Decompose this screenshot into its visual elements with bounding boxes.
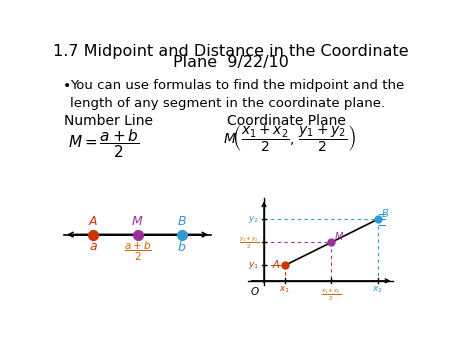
Text: $\frac{x_1+x_2}{2}$: $\frac{x_1+x_2}{2}$ [321,287,342,304]
Text: $M\!\left(\dfrac{x_1+x_2}{2},\,\dfrac{y_1+y_2}{2}\right)$: $M\!\left(\dfrac{x_1+x_2}{2},\,\dfrac{y_… [223,124,356,154]
Text: Number Line: Number Line [64,114,153,128]
Text: Plane  9/22/10: Plane 9/22/10 [173,55,288,70]
Text: $B$: $B$ [177,215,187,228]
Text: Coordinate Plane: Coordinate Plane [227,114,346,128]
Text: $M$: $M$ [131,215,144,228]
Text: •: • [63,79,71,93]
Text: $y_2$: $y_2$ [248,214,259,225]
Text: $x_2$: $x_2$ [373,285,383,295]
Text: $M$: $M$ [334,230,345,242]
Text: $A$: $A$ [272,258,280,270]
Text: $\frac{y_1+y_2}{2}$: $\frac{y_1+y_2}{2}$ [239,234,259,251]
Text: $O$: $O$ [250,285,260,297]
Text: $M = \dfrac{a+b}{2}$: $M = \dfrac{a+b}{2}$ [68,127,140,160]
Text: $a$: $a$ [89,240,98,253]
Text: $y_1$: $y_1$ [248,260,259,271]
Text: $x_1$: $x_1$ [279,285,290,295]
Text: $A$: $A$ [88,215,99,228]
Text: You can use formulas to find the midpoint and the
length of any segment in the c: You can use formulas to find the midpoin… [70,79,405,110]
Text: 1.7 Midpoint and Distance in the Coordinate: 1.7 Midpoint and Distance in the Coordin… [53,44,409,58]
Text: $\dfrac{a+b}{2}$: $\dfrac{a+b}{2}$ [124,240,152,263]
Text: $b$: $b$ [177,240,186,254]
Text: $B$: $B$ [381,207,389,219]
